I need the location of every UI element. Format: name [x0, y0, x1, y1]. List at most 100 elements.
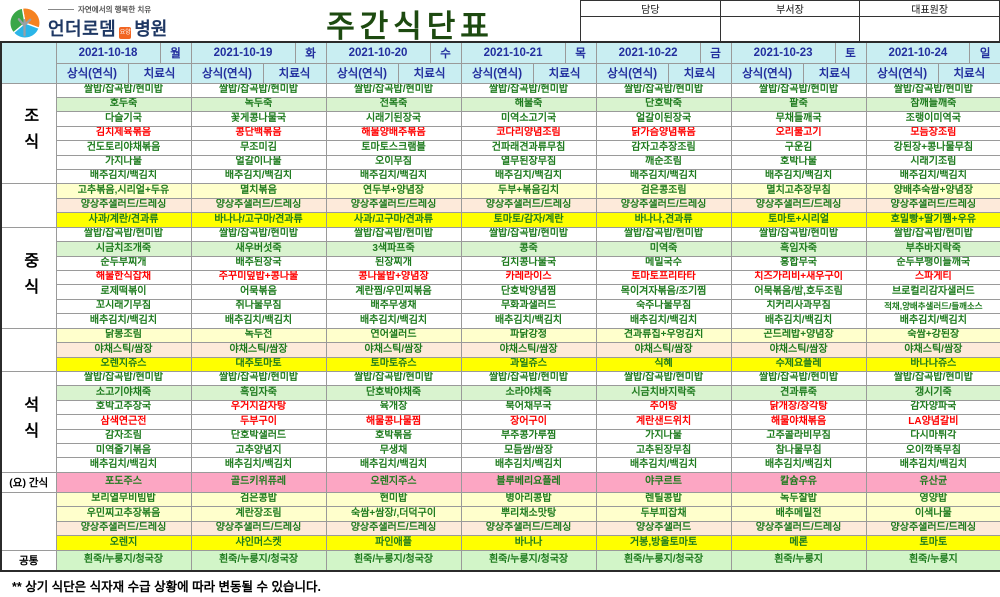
- menu-cell-special: 현미밥: [325, 491, 462, 508]
- menu-cell-special: 뿌리채소맛탕: [460, 506, 597, 522]
- menu-cell-lunch: 브로컬리감자샐러드: [865, 284, 1000, 300]
- brand-row: 언더로뎀 요양 병원: [48, 15, 167, 41]
- menu-cell-breakfast: 고추볶음,시리얼+두유: [55, 183, 192, 199]
- menu-row: 순두부찌개 배추된장국 된장찌개 김치콩나물국 메밀국수 홍합무국 순두부팽이들깨국: [1, 255, 1000, 271]
- menu-cell-special: 렌틸콩밥: [595, 491, 732, 508]
- weekday-label: 수: [429, 43, 460, 62]
- menu-cell-lunch: 배추김치/백김치: [55, 313, 192, 329]
- approval-label-dept-head: 부서장: [719, 0, 861, 17]
- menu-cell-common: 흰죽/누룽지: [865, 549, 1000, 572]
- menu-cell-breakfast: 김치제육볶음: [55, 125, 192, 142]
- menu-cell-lunch: 어묵볶음: [190, 284, 327, 300]
- menu-cell-special: 녹두찰밥: [730, 491, 867, 508]
- menu-cell-special: 숙쌈+쌈장/,더덕구이: [325, 506, 462, 522]
- menu-cell-lunch: 쌀밥/잡곡밥/현미밥: [730, 226, 867, 243]
- menu-cell-dinner: 소라야채죽: [460, 385, 597, 401]
- menu-cell-lunch: 순두부찌개: [55, 255, 192, 271]
- menu-row: 감자조림 단호박샐러드 호박볶음 부추콩가루찜 가지나물 고추콜라비무침 다시마튀각: [1, 428, 1000, 445]
- menu-row: 공통 흰죽/누룽지/청국장 흰죽/누룽지/청국장 흰죽/누룽지/청국장 흰죽/누룽지/청…: [0, 549, 1000, 572]
- date-label: 2021-10-22: [618, 46, 678, 59]
- menu-cell-breakfast: 오이무침: [325, 154, 462, 171]
- menu-cell-lunch: 수제요플레: [730, 356, 867, 372]
- menu-cell-breakfast: 참깨들깨죽: [865, 96, 1000, 113]
- menu-row: 호박고추장국 우거지감자탕 육개장 북어채무국 추어탕 닭개장/장각탕 감자양파국: [1, 399, 1000, 416]
- menu-cell-lunch: 쌀밥/잡곡밥/현미밥: [460, 226, 597, 243]
- menu-cell-dinner: 감자양파국: [865, 399, 1000, 416]
- menu-cell-breakfast: 얼갈이된장국: [595, 111, 732, 127]
- menu-cell-special: 이색나물: [865, 506, 1000, 522]
- menu-cell-dinner: 고추콜라비무침: [730, 428, 867, 445]
- menu-cell-breakfast: 강된장+콩나물무침: [865, 140, 1000, 156]
- menu-cell-lunch: 꼬시래기무침: [55, 298, 192, 315]
- menu-row: 닭봉조림 녹두전 연어샐러드 파닭강정 견과류칩+우엉김치 곤드레밥+양념장 숙쌈+강된장: [0, 327, 1000, 372]
- menu-cell-dinner: 배추김치/백김치: [55, 457, 192, 473]
- menu-cell-dinner: 추어탕: [595, 399, 732, 416]
- menu-cell-breakfast: 배추김치/백김치: [865, 169, 1000, 185]
- subcolumn-header-therapy: 치료식: [802, 62, 867, 84]
- menu-cell-special: 영양밥: [865, 491, 1000, 508]
- date-label: 2021-10-19: [213, 46, 273, 59]
- menu-cell-lunch: 된장찌개: [325, 255, 462, 271]
- menu-cell-breakfast: 호두죽: [55, 96, 192, 113]
- menu-cell-lunch: 야채스틱/쌈장: [190, 342, 327, 358]
- menu-cell-special: 계란장조림: [190, 506, 327, 522]
- menu-cell-breakfast: 감자고추장조림: [595, 140, 732, 156]
- menu-cell-lunch: 쌀밥/잡곡밥/현미밥: [595, 226, 732, 243]
- menu-row: 고추볶음,시리얼+두유 멸치볶음 연두부+양념장 두부+볶음김치 검은콩조림 멸치고추장무…: [0, 183, 1000, 228]
- menu-cell-common: 흰죽/누룽지: [730, 549, 867, 572]
- menu-cell-breakfast: 양배추숙쌈+양념장: [865, 183, 1000, 199]
- menu-cell-breakfast: 두부+볶음김치: [460, 183, 597, 199]
- menu-cell-dinner: LA양념갈비: [865, 414, 1000, 430]
- menu-cell-snack: 골드키위퓨레: [190, 471, 327, 493]
- menu-cell-lunch: 스파게티: [865, 269, 1000, 286]
- menu-cell-special: 배추메밀전: [730, 506, 867, 522]
- menu-cell-lunch: 배추김치/백김치: [190, 313, 327, 329]
- date-header: 2021-10-18 월: [55, 41, 192, 64]
- tagline-text: 자연에서의 행복한 치유: [78, 5, 152, 14]
- date-header: 2021-10-24 일: [865, 41, 1000, 64]
- menu-row: 해물한식잡채 주꾸미덮밥+콩나물 콩나물밥+양념장 카레라이스 토마토프리타타 치즈가리비…: [1, 269, 1000, 286]
- menu-cell-dinner: 견과류죽: [730, 385, 867, 401]
- menu-cell-common: 흰죽/누룽지/청국장: [595, 549, 732, 572]
- menu-row: 김치제육볶음 콩단백볶음 해물양배추볶음 코다리양념조림 닭가슴양념볶음 오리불고기 모듬장…: [1, 125, 1000, 142]
- menu-cell-common: 흰죽/누룽지/청국장: [190, 549, 327, 572]
- menu-cell-special: 양상추샐러드/드레싱: [460, 520, 597, 537]
- menu-cell-lunch: 견과류칩+우엉김치: [595, 327, 732, 344]
- menu-row: 건도토리야채볶음 무조미김 토마토스크램블 건파래견과류무침 감자고추장조림 구운김 강된장…: [1, 140, 1000, 156]
- menu-cell-dinner: 쌀밥/잡곡밥/현미밥: [55, 370, 192, 387]
- menu-cell-dinner: 배추김치/백김치: [595, 457, 732, 473]
- menu-cell-dinner: 무생채: [325, 443, 462, 459]
- menu-cell-breakfast: 단호박죽: [595, 96, 732, 113]
- menu-row: 다슬기국 꽃게콩나물국 시래기된장국 미역소고기국 얼갈이된장국 무채들깨국 조랭이미역국: [1, 111, 1000, 127]
- date-header: 2021-10-21 목: [460, 41, 597, 64]
- menu-cell-breakfast: 쌀밥/잡곡밥/현미밥: [730, 82, 867, 98]
- menu-cell-lunch: 카레라이스: [460, 269, 597, 286]
- menu-row: 야채스틱/쌈장 야채스틱/쌈장 야채스틱/쌈장 야채스틱/쌈장 야채스틱/쌈장 야채스틱/…: [1, 342, 1000, 358]
- menu-cell-lunch: 녹두전: [190, 327, 327, 344]
- date-label: 2021-10-24: [888, 46, 948, 59]
- menu-cell-dinner: 배추김치/백김치: [325, 457, 462, 473]
- date-label: 2021-10-21: [483, 46, 543, 59]
- menu-row: 오렌지 샤인머스켓 파인애플 바나나 거봉,방울토마토 메론 토마토: [1, 535, 1000, 551]
- menu-cell-breakfast: 연두부+양념장: [325, 183, 462, 199]
- menu-cell-breakfast: 쌀밥/잡곡밥/현미밥: [595, 82, 732, 98]
- menu-cell-lunch: 야채스틱/쌈장: [460, 342, 597, 358]
- menu-cell-breakfast: 콩단백볶음: [190, 125, 327, 142]
- menu-cell-lunch: 흑임자죽: [730, 241, 867, 257]
- date-header: 2021-10-22 금: [595, 41, 732, 64]
- menu-cell-breakfast: 사과/계란/견과류: [55, 212, 192, 228]
- menu-cell-dinner: 해물야채볶음: [730, 414, 867, 430]
- menu-cell-dinner: 오이깍뚝무침: [865, 443, 1000, 459]
- menu-cell-special: 파인애플: [325, 535, 462, 551]
- section-label-empty: [0, 327, 57, 372]
- menu-cell-dinner: 고추양념지: [190, 443, 327, 459]
- section-label-empty: [0, 183, 57, 228]
- menu-cell-dinner: 갱시기죽: [865, 385, 1000, 401]
- section-label-lunch: 중식: [0, 226, 57, 329]
- menu-cell-snack: 포도주스: [55, 471, 192, 493]
- menu-cell-common: 흰죽/누룽지/청국장: [325, 549, 462, 572]
- menu-cell-special: 거봉,방울토마토: [595, 535, 732, 551]
- menu-cell-breakfast: 시래기된장국: [325, 111, 462, 127]
- menu-cell-dinner: 참나물무침: [730, 443, 867, 459]
